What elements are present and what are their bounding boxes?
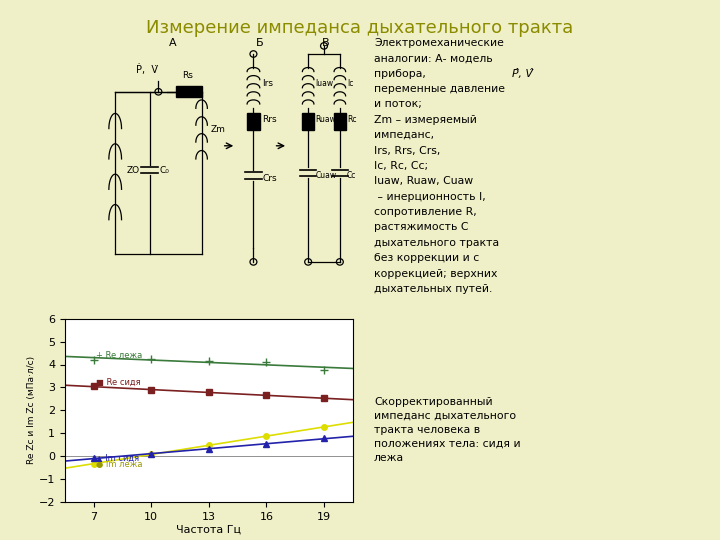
Text: Б: Б — [256, 38, 263, 48]
Text: аналогии: А- модель: аналогии: А- модель — [374, 53, 492, 63]
Text: растяжимость С: растяжимость С — [374, 222, 469, 233]
Text: без коррекции и с: без коррекции и с — [374, 253, 480, 264]
Text: Rrs: Rrs — [262, 114, 276, 124]
Text: Rc: Rc — [347, 114, 356, 124]
Text: + Re лежа: + Re лежа — [96, 351, 143, 360]
Text: Ic: Ic — [347, 79, 354, 89]
Text: прибора,: прибора, — [374, 69, 426, 79]
FancyBboxPatch shape — [176, 86, 202, 97]
Text: Irs: Irs — [262, 79, 273, 89]
Text: – инерционность I,: – инерционность I, — [374, 192, 486, 202]
Text: C₀: C₀ — [160, 166, 170, 175]
Text: Irs, Rrs, Crs,: Irs, Rrs, Crs, — [374, 146, 441, 156]
Text: переменные давление: переменные давление — [374, 84, 505, 94]
Text: В: В — [322, 38, 329, 48]
Text: Cuaw: Cuaw — [315, 171, 336, 180]
Y-axis label: Re Zc и Im Zc (мПа·л/с): Re Zc и Im Zc (мПа·л/с) — [27, 356, 36, 464]
Text: Ruaw: Ruaw — [315, 114, 336, 124]
Text: Измерение импеданса дыхательного тракта: Измерение импеданса дыхательного тракта — [146, 19, 574, 37]
Text: Cc: Cc — [347, 171, 356, 180]
Text: дыхательных путей.: дыхательных путей. — [374, 284, 492, 294]
Text: импеданс,: импеданс, — [374, 130, 434, 140]
Text: Электромеханические: Электромеханические — [374, 38, 504, 48]
FancyBboxPatch shape — [334, 113, 346, 130]
Text: дыхательного тракта: дыхательного тракта — [374, 238, 499, 248]
Text: Rs: Rs — [181, 71, 193, 80]
FancyBboxPatch shape — [247, 113, 260, 130]
FancyBboxPatch shape — [302, 113, 314, 130]
Text: Скорректированный
импеданс дыхательного
тракта человека в
положениях тела: сидя : Скорректированный импеданс дыхательного … — [374, 396, 521, 463]
Text: ZO: ZO — [127, 166, 140, 175]
Text: Crs: Crs — [262, 174, 276, 183]
Text: Ṗ,  V̇: Ṗ, V̇ — [136, 64, 158, 75]
Text: Iuaw: Iuaw — [315, 79, 333, 89]
Text: P̂, V̂: P̂, V̂ — [513, 69, 534, 79]
Text: и поток;: и поток; — [374, 99, 422, 110]
Text: Ic, Rc, Cc;: Ic, Rc, Cc; — [374, 161, 428, 171]
X-axis label: Частота Гц: Частота Гц — [176, 525, 241, 535]
Text: ■ Re сидя: ■ Re сидя — [96, 378, 141, 387]
Text: ● Im лежа: ● Im лежа — [96, 460, 143, 469]
Text: Iuaw, Ruaw, Cuaw: Iuaw, Ruaw, Cuaw — [374, 176, 473, 186]
Text: ▲ Im сидя: ▲ Im сидя — [96, 454, 140, 463]
Text: Zm – измеряемый: Zm – измеряемый — [374, 115, 477, 125]
Text: сопротивление R,: сопротивление R, — [374, 207, 477, 217]
Text: А: А — [169, 38, 176, 48]
Text: коррекцией; верхних: коррекцией; верхних — [374, 268, 498, 279]
Text: Zm: Zm — [210, 125, 225, 134]
